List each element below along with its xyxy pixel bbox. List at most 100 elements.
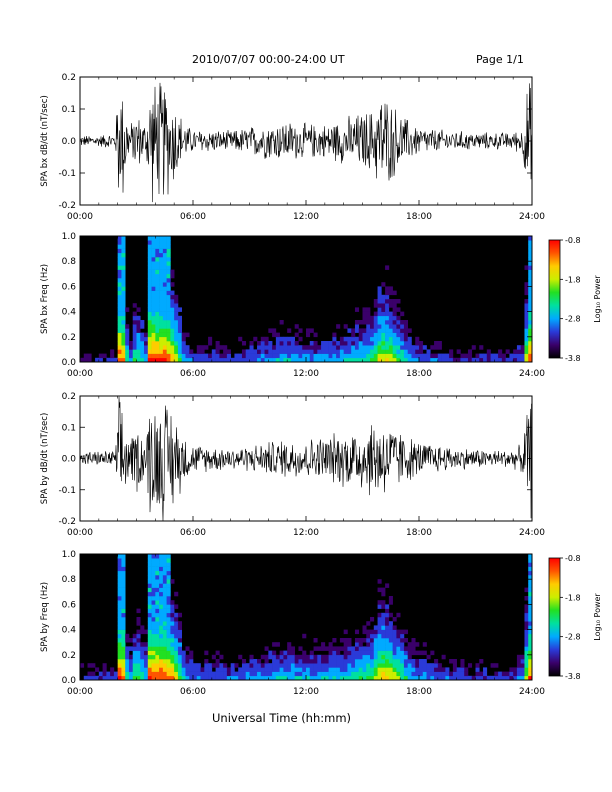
spectrogram-cell	[528, 299, 533, 304]
spectrogram-cell	[415, 650, 420, 656]
spectrogram-cell	[159, 332, 164, 338]
spectrogram-cell	[249, 663, 254, 668]
spectrogram-cell	[366, 629, 371, 635]
spectrogram-cell	[385, 332, 390, 338]
spectrogram-cell	[144, 336, 149, 342]
spectrogram-cell	[347, 654, 352, 660]
spectrogram-cell	[516, 357, 521, 363]
spectrogram-cell	[159, 315, 164, 321]
spectrogram-cell	[121, 286, 126, 291]
spectrogram-cell	[136, 667, 141, 672]
spectrogram-cell	[298, 646, 303, 651]
spectrogram-cell	[136, 617, 141, 622]
spectrogram-cell	[354, 324, 360, 329]
spectrogram-cell	[230, 671, 235, 677]
spectrogram-cell	[121, 278, 126, 283]
spectrogram-cell	[354, 671, 360, 677]
spectrogram-cell	[155, 562, 160, 567]
spectrogram-cell	[415, 659, 420, 664]
spectrogram-cell	[117, 332, 122, 338]
spectrogram-cell	[121, 324, 126, 329]
spectrogram-cell	[159, 320, 164, 325]
spectrogram-cell	[95, 675, 100, 681]
spectrogram-cell	[385, 654, 390, 660]
spectrogram-cell	[370, 328, 375, 333]
spectrogram-cell	[264, 353, 269, 359]
spectrogram-cell	[151, 269, 156, 275]
spectrogram-cell	[524, 629, 529, 635]
spectrogram-cell	[147, 349, 152, 354]
spectrogram-cell	[377, 646, 382, 651]
spectrogram-cell	[528, 650, 533, 656]
spectrogram-cell	[162, 240, 167, 245]
spectrogram-cell	[159, 257, 164, 262]
spectrogram-cell	[80, 663, 85, 668]
spectrogram-cell	[324, 341, 329, 346]
spectrogram-cell	[377, 625, 382, 630]
spectrogram-cell	[313, 357, 318, 363]
spectrogram-cell	[162, 244, 167, 249]
spectrogram-cell	[362, 654, 367, 660]
spectrogram-cell	[128, 638, 134, 643]
spectrogram-cell	[170, 303, 175, 308]
spectrogram-cell	[132, 345, 137, 350]
spectrogram-cell	[415, 663, 420, 668]
spectrogram-cell	[162, 315, 167, 321]
spectrogram-cell	[445, 671, 450, 677]
spectrogram-cell	[475, 667, 480, 672]
spectrogram-cell	[117, 579, 122, 584]
spectrogram-cell	[524, 654, 529, 660]
spectrogram-cell	[117, 663, 122, 668]
spectrogram-cell	[524, 633, 529, 639]
colorbar-label: Log₁₀ Power	[593, 593, 602, 641]
spectrogram-cell	[121, 248, 126, 254]
colorbar-tick-label: -1.8	[565, 275, 581, 284]
spectrogram-cell	[388, 336, 393, 342]
spectrogram-cell	[332, 646, 337, 651]
spectrogram-cell	[351, 336, 356, 342]
spectrogram-cell	[159, 349, 164, 354]
spectrogram-cell	[388, 638, 393, 643]
spectrogram-cell	[437, 667, 442, 672]
spectrogram-cell	[373, 345, 378, 350]
spectrogram-cell	[396, 328, 401, 333]
spectrogram-cell	[449, 675, 454, 681]
spectrogram-cell	[147, 265, 152, 270]
spectrogram-cell	[140, 336, 145, 342]
spectrogram-cell	[155, 273, 160, 279]
colorbar-tick-label: -1.8	[565, 593, 581, 602]
spectrogram-cell	[343, 650, 348, 656]
spectrogram-cell	[381, 349, 386, 354]
spectrogram-cell	[121, 303, 126, 308]
spectrogram-cell	[211, 349, 216, 354]
spectrogram-cell	[528, 286, 533, 291]
spectrogram-cell	[151, 307, 156, 312]
spectrogram-cell	[257, 675, 262, 681]
spectrogram-cell	[287, 345, 292, 350]
spectrogram-cell	[174, 357, 179, 363]
spectrogram-cell	[144, 646, 149, 651]
spectrogram-cell	[238, 671, 243, 677]
spectrogram-cell	[483, 675, 488, 681]
y-axis-label: SPA bx dB/dt (nT/sec)	[40, 95, 50, 187]
spectrogram-cell	[351, 341, 356, 346]
spectrogram-cell	[185, 671, 190, 677]
y-tick-label: 0.6	[62, 600, 77, 610]
spectrogram-cell	[283, 336, 288, 342]
spectrogram-cell	[343, 671, 348, 677]
spectrogram-cell	[377, 629, 382, 635]
spectrogram-cell	[181, 353, 186, 359]
spectrogram-cell	[385, 663, 390, 668]
spectrogram-cell	[275, 341, 280, 346]
spectrogram-cell	[125, 671, 130, 677]
spectrogram-cell	[272, 654, 277, 660]
spectrogram-cell	[151, 575, 156, 580]
spectrogram-cell	[117, 248, 122, 254]
x-tick-label: 12:00	[293, 528, 319, 538]
spectrogram-cell	[381, 303, 386, 308]
spectrogram-cell	[147, 248, 152, 254]
spectrogram-cell	[290, 349, 295, 354]
spectrogram-cell	[268, 663, 273, 668]
spectrogram-cell	[287, 341, 292, 346]
y-tick-label: -0.1	[58, 169, 76, 179]
